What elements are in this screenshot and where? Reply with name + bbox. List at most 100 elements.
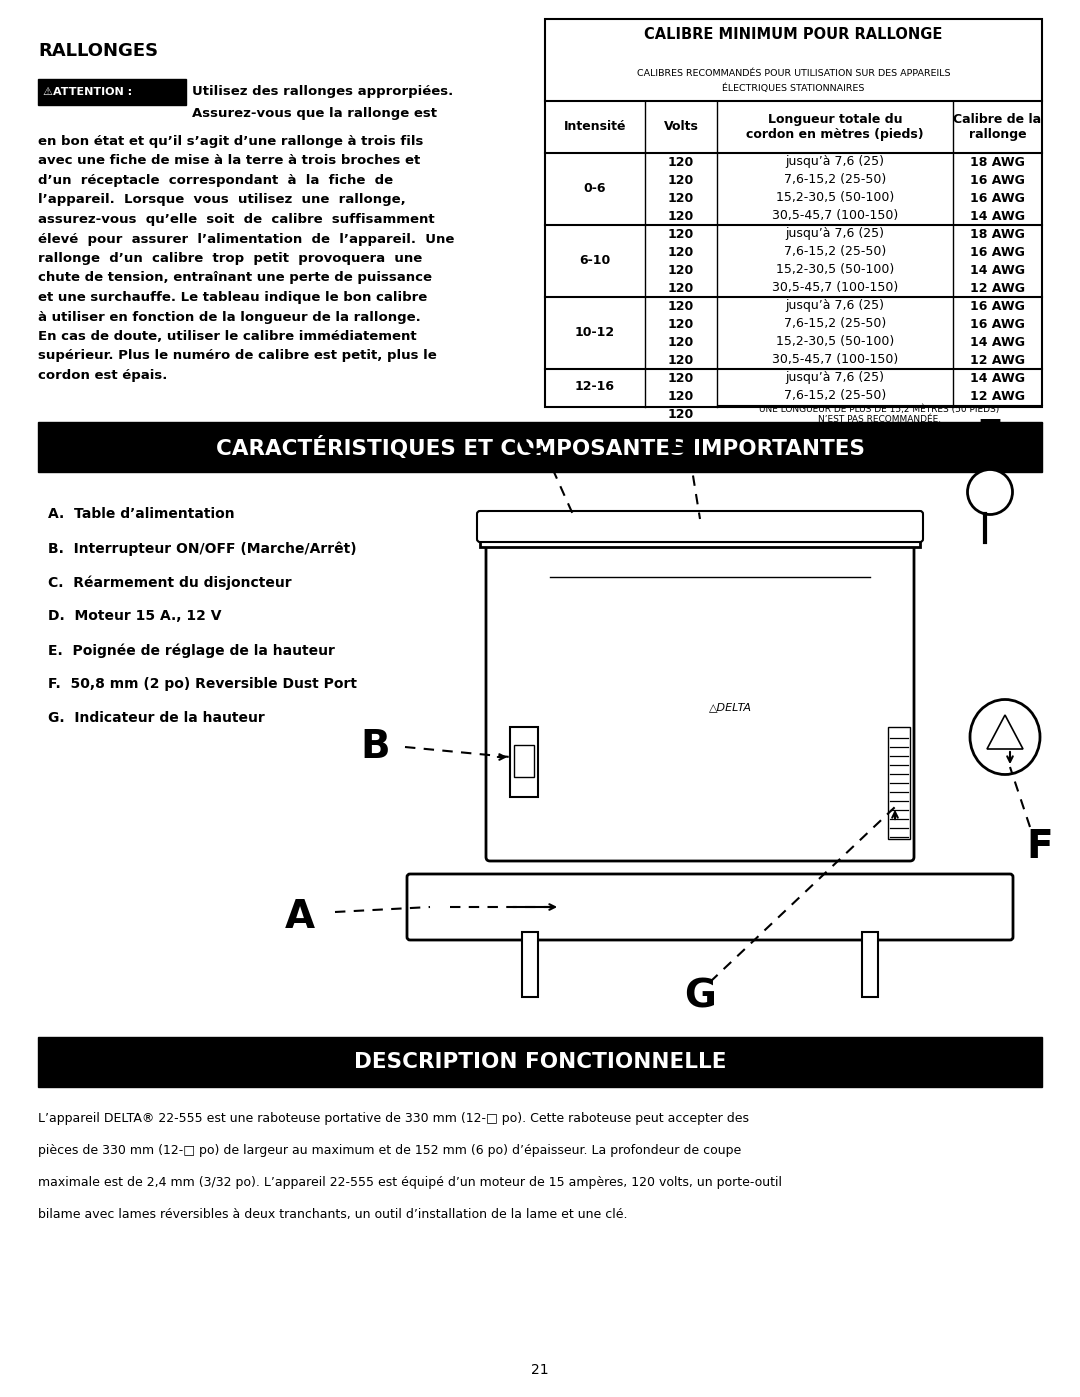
Text: 10-12: 10-12: [575, 327, 616, 339]
Text: jusqu’à 7,6 (25): jusqu’à 7,6 (25): [785, 372, 885, 384]
Text: 15,2-30,5 (50-100): 15,2-30,5 (50-100): [775, 335, 894, 348]
Text: 16 AWG: 16 AWG: [970, 299, 1025, 313]
Text: Utilisez des rallonges approrpiées.: Utilisez des rallonges approrpiées.: [192, 85, 454, 99]
Text: 18 AWG: 18 AWG: [970, 155, 1025, 169]
Bar: [862, 932, 878, 997]
Text: 7,6-15,2 (25-50): 7,6-15,2 (25-50): [784, 317, 886, 331]
Bar: [480, 517, 920, 548]
Text: Intensité: Intensité: [564, 120, 626, 134]
Text: 15,2-30,5 (50-100): 15,2-30,5 (50-100): [775, 191, 894, 204]
Text: assurez-vous  qu’elle  soit  de  calibre  suffisamment: assurez-vous qu’elle soit de calibre suf…: [38, 212, 434, 226]
Text: Calibre de la
rallonge: Calibre de la rallonge: [954, 113, 1041, 141]
Text: CALIBRES RECOMMANDÉS POUR UTILISATION SUR DES APPAREILS: CALIBRES RECOMMANDÉS POUR UTILISATION SU…: [637, 68, 950, 78]
Text: Volts: Volts: [663, 120, 699, 134]
Bar: [38, 422, 1042, 472]
Text: supérieur. Plus le numéro de calibre est petit, plus le: supérieur. Plus le numéro de calibre est…: [38, 349, 436, 362]
Text: En cas de doute, utiliser le calibre immédiatement: En cas de doute, utiliser le calibre imm…: [38, 330, 417, 344]
Text: 21: 21: [531, 1363, 549, 1377]
Text: 12-16: 12-16: [575, 380, 615, 394]
Text: cordon est épais.: cordon est épais.: [38, 369, 167, 381]
Text: B.  Interrupteur ON/OFF (Marche/Arrêt): B. Interrupteur ON/OFF (Marche/Arrêt): [48, 541, 356, 556]
Text: 16 AWG: 16 AWG: [970, 246, 1025, 258]
FancyBboxPatch shape: [407, 875, 1013, 940]
Text: Longueur totale du
cordon en mètres (pieds): Longueur totale du cordon en mètres (pie…: [746, 113, 923, 141]
Text: 120: 120: [667, 228, 694, 240]
Bar: [510, 726, 538, 798]
Text: 120: 120: [667, 246, 694, 258]
Text: D.  Moteur 15 A., 12 V: D. Moteur 15 A., 12 V: [48, 609, 221, 623]
Text: et une surchauffe. Le tableau indique le bon calibre: et une surchauffe. Le tableau indique le…: [38, 291, 428, 305]
Text: chute de tension, entraînant une perte de puissance: chute de tension, entraînant une perte d…: [38, 271, 432, 285]
Bar: [514, 745, 534, 777]
FancyBboxPatch shape: [486, 543, 914, 861]
Text: △DELTA: △DELTA: [708, 703, 752, 712]
Text: 7,6-15,2 (25-50): 7,6-15,2 (25-50): [784, 390, 886, 402]
Text: élevé  pour  assurer  l’alimentation  de  l’appareil.  Une: élevé pour assurer l’alimentation de l’a…: [38, 232, 455, 246]
Ellipse shape: [968, 469, 1013, 514]
Text: E.  Poignée de réglage de la hauteur: E. Poignée de réglage de la hauteur: [48, 643, 335, 658]
Text: 120: 120: [667, 353, 694, 366]
Text: RALLONGES: RALLONGES: [38, 42, 158, 60]
Text: 120: 120: [667, 210, 694, 222]
Text: 7,6-15,2 (25-50): 7,6-15,2 (25-50): [784, 246, 886, 258]
Text: A: A: [285, 898, 315, 936]
Text: C.  Réarmement du disjoncteur: C. Réarmement du disjoncteur: [48, 576, 292, 590]
Text: Assurez-vous que la rallonge est: Assurez-vous que la rallonge est: [192, 108, 437, 120]
Text: jusqu’à 7,6 (25): jusqu’à 7,6 (25): [785, 299, 885, 313]
Text: B: B: [361, 728, 390, 766]
Text: 16 AWG: 16 AWG: [970, 191, 1025, 204]
Text: 30,5-45,7 (100-150): 30,5-45,7 (100-150): [772, 353, 899, 366]
Text: 120: 120: [667, 299, 694, 313]
Text: 120: 120: [667, 408, 694, 420]
Text: rallonge  d’un  calibre  trop  petit  provoquera  une: rallonge d’un calibre trop petit provoqu…: [38, 251, 422, 265]
Text: ÉLECTRIQUES STATIONNAIRES: ÉLECTRIQUES STATIONNAIRES: [723, 82, 865, 92]
Text: F: F: [1027, 828, 1053, 866]
Bar: [545, 20, 1042, 407]
Text: 120: 120: [667, 317, 694, 331]
Polygon shape: [987, 715, 1023, 749]
Bar: [38, 80, 186, 105]
Text: L’appareil DELTA® 22-555 est une raboteuse portative de 330 mm (12-□ po). Cette : L’appareil DELTA® 22-555 est une raboteu…: [38, 1112, 750, 1125]
Text: 14 AWG: 14 AWG: [970, 372, 1025, 384]
Text: CARACTÉRISTIQUES ET COMPOSANTES IMPORTANTES: CARACTÉRISTIQUES ET COMPOSANTES IMPORTAN…: [216, 436, 864, 458]
Text: 30,5-45,7 (100-150): 30,5-45,7 (100-150): [772, 282, 899, 295]
Bar: [38, 1037, 1042, 1087]
Text: UNE LONGUEUR DE PLUS DE 15,2 MÈTRES (50 PIEDS)
N’EST PAS RECOMMANDÉE.: UNE LONGUEUR DE PLUS DE 15,2 MÈTRES (50 …: [759, 404, 1000, 423]
Text: A.  Table d’alimentation: A. Table d’alimentation: [48, 507, 234, 521]
Text: 14 AWG: 14 AWG: [970, 264, 1025, 277]
Text: avec une fiche de mise à la terre à trois broches et: avec une fiche de mise à la terre à troi…: [38, 155, 420, 168]
FancyBboxPatch shape: [477, 511, 923, 542]
Text: 14 AWG: 14 AWG: [970, 335, 1025, 348]
Text: F.  50,8 mm (2 po) Reversible Dust Port: F. 50,8 mm (2 po) Reversible Dust Port: [48, 678, 357, 692]
Text: 120: 120: [667, 372, 694, 384]
Text: CALIBRE MINIMUM POUR RALLONGE: CALIBRE MINIMUM POUR RALLONGE: [645, 27, 943, 42]
Text: 12 AWG: 12 AWG: [970, 282, 1025, 295]
Text: 30,5-45,7 (100-150): 30,5-45,7 (100-150): [772, 210, 899, 222]
Ellipse shape: [970, 700, 1040, 774]
Text: pièces de 330 mm (12-□ po) de largeur au maximum et de 152 mm (6 po) d’épaisseur: pièces de 330 mm (12-□ po) de largeur au…: [38, 1144, 741, 1157]
Text: 16 AWG: 16 AWG: [970, 173, 1025, 187]
Text: bilame avec lames réversibles à deux tranchants, un outil d’installation de la l: bilame avec lames réversibles à deux tra…: [38, 1208, 627, 1221]
Bar: [888, 726, 910, 840]
Text: 120: 120: [667, 282, 694, 295]
Text: 120: 120: [667, 390, 694, 402]
Text: jusqu’à 7,6 (25): jusqu’à 7,6 (25): [785, 228, 885, 240]
Bar: [522, 932, 538, 997]
Text: maximale est de 2,4 mm (3/32 po). L’appareil 22-555 est équipé d’un moteur de 15: maximale est de 2,4 mm (3/32 po). L’appa…: [38, 1176, 782, 1189]
Text: 6-10: 6-10: [579, 254, 610, 267]
Text: 120: 120: [667, 155, 694, 169]
Text: 18 AWG: 18 AWG: [970, 228, 1025, 240]
Text: G: G: [684, 978, 716, 1016]
Text: DESCRIPTION FONCTIONNELLE: DESCRIPTION FONCTIONNELLE: [354, 1052, 726, 1071]
Text: D: D: [664, 423, 697, 461]
Text: G.  Indicateur de la hauteur: G. Indicateur de la hauteur: [48, 711, 265, 725]
Text: 12 AWG: 12 AWG: [970, 353, 1025, 366]
Text: l’appareil.  Lorsque  vous  utilisez  une  rallonge,: l’appareil. Lorsque vous utilisez une ra…: [38, 194, 406, 207]
Text: à utiliser en fonction de la longueur de la rallonge.: à utiliser en fonction de la longueur de…: [38, 310, 421, 324]
Text: 120: 120: [667, 335, 694, 348]
Text: 14 AWG: 14 AWG: [970, 210, 1025, 222]
Text: 12 AWG: 12 AWG: [970, 390, 1025, 402]
Text: 120: 120: [667, 264, 694, 277]
Text: 15,2-30,5 (50-100): 15,2-30,5 (50-100): [775, 264, 894, 277]
Text: d’un  réceptacle  correspondant  à  la  fiche  de: d’un réceptacle correspondant à la fiche…: [38, 175, 393, 187]
